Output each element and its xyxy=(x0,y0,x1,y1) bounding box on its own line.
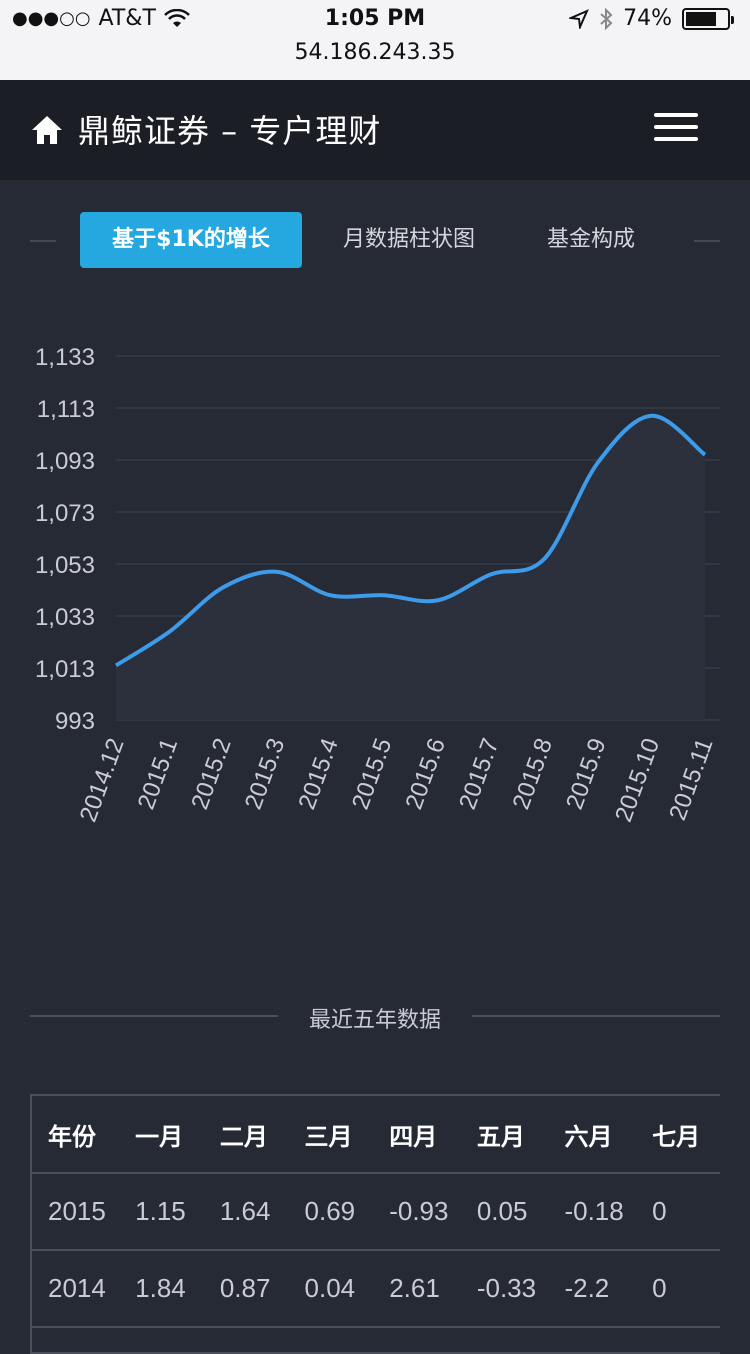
bluetooth-icon xyxy=(600,7,613,30)
x-tick-label: 2015.8 xyxy=(508,735,558,813)
tab-bar: 基于$1K的增长 月数据柱状图 基金构成 xyxy=(0,212,750,268)
x-tick-label: 2015.5 xyxy=(347,735,397,813)
tab-divider-left xyxy=(30,240,56,242)
x-tick-label: 2015.6 xyxy=(400,735,450,813)
chart-area-fill xyxy=(116,415,705,720)
y-tick-label: 1,013 xyxy=(35,656,95,683)
clock: 1:05 PM xyxy=(324,6,426,31)
tab-monthly-bar[interactable]: 月数据柱状图 xyxy=(342,227,475,252)
section-divider: 最近五年数据 xyxy=(30,1000,720,1033)
table-header-cell: 一月 xyxy=(119,1096,204,1174)
table-cell: 2014 xyxy=(32,1250,120,1328)
table-cell: 0.87 xyxy=(203,1250,289,1328)
tab-fund-composition[interactable]: 基金构成 xyxy=(546,227,635,252)
status-right: 74% xyxy=(569,6,734,31)
table-row xyxy=(32,1327,720,1352)
x-tick-label: 2015.1 xyxy=(133,735,183,813)
menu-icon[interactable] xyxy=(654,113,698,147)
table-cell: 0 xyxy=(636,1250,720,1328)
table-cell: 0.04 xyxy=(288,1250,374,1328)
table-cell: -0.93 xyxy=(373,1173,461,1251)
section-title: 最近五年数据 xyxy=(308,1008,441,1033)
table-cell: 0.69 xyxy=(288,1173,374,1251)
y-tick-label: 1,073 xyxy=(35,500,95,527)
battery-icon xyxy=(682,7,734,30)
app-header: 鼎鲸证券 – 专户理财 xyxy=(0,80,750,180)
x-tick-label: 2015.9 xyxy=(561,735,611,813)
carrier-label: AT&T xyxy=(98,6,156,31)
x-tick-label: 2015.7 xyxy=(454,735,504,813)
table-header-cell: 年份 xyxy=(32,1096,120,1174)
table-row: 2014 1.84 0.87 0.04 2.61 -0.33 -2.2 0 xyxy=(32,1250,720,1328)
table-cell: 1.84 xyxy=(119,1250,204,1328)
signal-dots-icon: ●●●○○ xyxy=(12,8,91,29)
x-tick-label: 2015.2 xyxy=(186,735,236,813)
table-header-cell: 三月 xyxy=(288,1096,374,1174)
app-title: 鼎鲸证券 – 专户理财 xyxy=(78,112,382,150)
divider-line-right xyxy=(472,1015,720,1017)
table-cell: 0.05 xyxy=(460,1173,549,1251)
status-bar: ●●●○○ AT&T 1:05 PM 74% 54.186.243.35 xyxy=(0,0,750,80)
table-cell: -2.2 xyxy=(548,1250,637,1328)
x-tick-label: 2015.4 xyxy=(293,735,343,813)
tab-growth[interactable]: 基于$1K的增长 xyxy=(80,212,302,268)
chart-line xyxy=(114,413,707,668)
home-icon[interactable] xyxy=(30,114,64,146)
table-cell: 0 xyxy=(636,1173,720,1251)
status-left: ●●●○○ AT&T xyxy=(12,6,190,31)
y-tick-label: 1,033 xyxy=(35,604,95,631)
table-header-cell: 七月 xyxy=(636,1096,720,1174)
table-cell: 1.15 xyxy=(119,1173,204,1251)
yearly-data-table[interactable]: 年份 一月 二月 三月 四月 五月 六月 七月 2015 1.15 1.64 0… xyxy=(30,1094,720,1354)
battery-percent: 74% xyxy=(623,6,672,31)
table-cell: 2.61 xyxy=(373,1250,461,1328)
table-cell: -0.18 xyxy=(548,1173,637,1251)
x-tick-label: 2015.10 xyxy=(610,735,665,826)
x-tick-label: 2014.12 xyxy=(75,735,130,826)
wifi-icon xyxy=(164,8,190,27)
table-cell: 2015 xyxy=(32,1173,120,1251)
growth-chart: 1,133 1,113 1,093 1,073 1,053 1,033 1,013 993 2… xyxy=(35,344,720,826)
table-cell xyxy=(32,1327,120,1352)
table-header-cell: 二月 xyxy=(203,1096,289,1174)
table-cell: -0.33 xyxy=(460,1250,549,1328)
y-tick-label: 1,113 xyxy=(37,396,95,423)
y-tick-label: 993 xyxy=(55,708,95,735)
tab-divider-right xyxy=(694,240,720,242)
y-tick-label: 1,133 xyxy=(35,344,95,371)
table-header-cell: 五月 xyxy=(460,1096,549,1174)
divider-line-left xyxy=(30,1015,278,1017)
x-tick-label: 2015.11 xyxy=(664,735,718,824)
y-tick-label: 1,093 xyxy=(35,448,95,475)
table-header-cell: 六月 xyxy=(548,1096,637,1174)
location-icon xyxy=(569,8,590,29)
x-tick-label: 2015.3 xyxy=(240,735,290,813)
y-tick-label: 1,053 xyxy=(35,552,95,579)
table-cell: 1.64 xyxy=(203,1173,289,1251)
table-row: 2015 1.15 1.64 0.69 -0.93 0.05 -0.18 0 xyxy=(32,1173,720,1251)
table-header-cell: 四月 xyxy=(373,1096,461,1174)
url-label[interactable]: 54.186.243.35 xyxy=(294,40,456,65)
table-header-row: 年份 一月 二月 三月 四月 五月 六月 七月 xyxy=(32,1096,720,1174)
